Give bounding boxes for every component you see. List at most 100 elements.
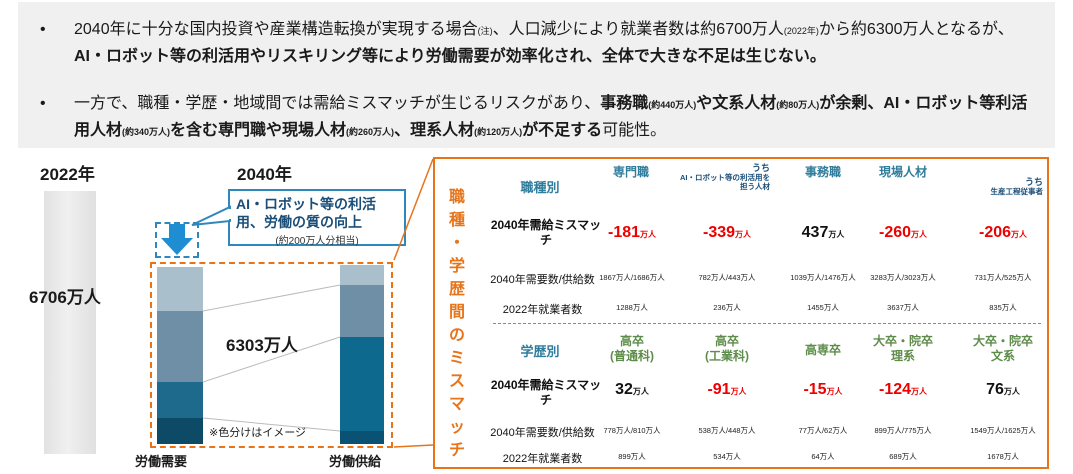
panel-vertical-title: 職種・学歴間のミスマッチ [448, 189, 465, 459]
bold-segment: 事務職 [600, 95, 649, 112]
col-header-prefix: うち [1024, 177, 1043, 187]
mismatch-unit: 万人 [640, 230, 657, 239]
note-segment: (2022年) [783, 26, 819, 36]
demand-supply-dashed-box [150, 262, 393, 448]
mismatch-unit: 万人 [632, 387, 649, 396]
edu-col-header: 高卒 (普通科) [584, 334, 680, 364]
text-segment: 可能性。 [602, 122, 667, 139]
occ-row-employed-label: 2022年就業者数 [502, 304, 583, 316]
supply-value: 731万人/525万人 [974, 273, 1032, 282]
supply-segment-3 [340, 337, 384, 431]
col-header-clerical: 事務職 [804, 165, 841, 179]
mismatch-number: 32 [615, 381, 633, 398]
supply-value: 778万人/810万人 [603, 426, 661, 435]
col-header-field: 現場人材 [878, 165, 927, 179]
mismatch-number: -206 [978, 224, 1012, 241]
mismatch-number: -181 [607, 224, 641, 241]
demand-axis-label: 労働需要 [135, 454, 188, 469]
education-header: 学歴別 [520, 344, 560, 359]
mismatch-value: -206万人 [955, 224, 1051, 242]
supply-value: 1549万人/1625万人 [970, 426, 1036, 435]
efficiency-callout: AI・ロボット等の利活用、労働の質の向上 (約200万人分相当) [228, 189, 406, 247]
supply-value: 899万人/775万人 [874, 426, 932, 435]
edu-col-header: 大卒・院卒 理系 [855, 334, 951, 364]
mismatch-value: -91万人 [679, 381, 775, 399]
supply-value: 1039万人/1476万人 [790, 273, 856, 282]
demand-segment-2 [157, 311, 203, 382]
occupation-header: 職種別 [520, 180, 560, 195]
summary-box: • 2040年に十分な国内投資や産業構造転換が実現する場合(注)、人口減少により… [18, 2, 1055, 148]
text-segment: 2040年に十分な国内投資や産業構造転換が実現する場合 [74, 21, 478, 38]
bullet-marker: • [40, 95, 46, 112]
edu-row-supply-label: 2040年需要数/供給数 [490, 427, 595, 439]
occ-row-supply-label: 2040年需要数/供給数 [490, 274, 595, 286]
mismatch-value: -124万人 [855, 381, 951, 399]
note-segment: (約260万人) [346, 127, 395, 137]
text-segment: から約6300万人となるが、 [818, 21, 1014, 38]
note-segment: (約80万人) [776, 100, 820, 110]
employed-value: 1288万人 [616, 303, 648, 312]
edu-col-header-line: (工業科) [705, 349, 749, 363]
mismatch-value: 76万人 [955, 381, 1051, 399]
col-header-production: うち 生産工程従事者 [955, 177, 1044, 197]
employed-value: 689万人 [889, 452, 917, 461]
callout-title: AI・ロボット等の利活用、労働の質の向上 [236, 196, 376, 230]
bold-segment: 、理系人材 [394, 122, 475, 139]
mismatch-unit: 万人 [828, 230, 845, 239]
color-note: ※色分けはイメージ [209, 427, 306, 439]
panel-connector [393, 158, 434, 448]
col-header-prefix: うち [751, 163, 770, 173]
col-header-sub: AI・ロボット等の利活用を担う人材 [680, 173, 770, 191]
mismatch-panel [433, 157, 1049, 469]
mismatch-unit: 万人 [911, 230, 928, 239]
employed-value: 64万人 [811, 452, 835, 461]
edu-col-header-line: (普通科) [610, 349, 654, 363]
col-header-ai-talent: うち AI・ロボット等の利活用を担う人材 [680, 163, 770, 192]
connector-lines [203, 284, 341, 432]
supply-value: 3283万人/3023万人 [870, 273, 936, 282]
demand-segment-4 [157, 418, 203, 444]
mismatch-number: -124 [878, 381, 912, 398]
efficiency-dashed-box [155, 222, 199, 258]
bold-segment: が余剰、 [819, 95, 884, 112]
employed-value: 1455万人 [807, 303, 839, 312]
bold-segment: が不足する [522, 122, 603, 139]
mismatch-number: 437 [801, 224, 829, 241]
demand-segment-1 [157, 267, 203, 311]
mismatch-unit: 万人 [1003, 387, 1020, 396]
note-segment: (約340万人) [122, 127, 171, 137]
text-segment: 、人口減少により就業者数は約6700万人 [492, 21, 784, 38]
year-2040-label: 2040年 [237, 165, 292, 184]
edu-row-mismatch-label: 2040年需給ミスマッチ [490, 378, 602, 407]
mismatch-value: -15万人 [775, 381, 871, 399]
mismatch-unit: 万人 [1011, 230, 1028, 239]
mismatch-unit: 万人 [826, 387, 843, 396]
employed-value: 835万人 [989, 303, 1017, 312]
edu-col-header-line: 大卒・院卒 [872, 334, 933, 348]
edu-col-header-line: 大卒・院卒 [972, 334, 1033, 348]
mismatch-number: -339 [702, 224, 736, 241]
demand-segment-3 [157, 382, 203, 418]
total-2040-label: 6303万人 [226, 336, 298, 355]
bullet-text: 2040年に十分な国内投資や産業構造転換が実現する場合(注)、人口減少により就業… [74, 17, 1034, 69]
supply-segment-2 [340, 285, 384, 337]
edu-row-employed-label: 2022年就業者数 [502, 453, 583, 465]
mismatch-value: -181万人 [584, 224, 680, 242]
mismatch-value: -260万人 [855, 224, 951, 242]
employed-value: 534万人 [713, 452, 741, 461]
bullet-text: 一方で、職種・学歴・地域間では需給ミスマッチが生じるリスクがあり、事務職(約44… [74, 91, 1034, 145]
year-2022-label: 2022年 [40, 165, 95, 184]
section-divider [493, 323, 1041, 324]
mismatch-unit: 万人 [911, 387, 928, 396]
mismatch-number: -260 [878, 224, 912, 241]
bold-segment: AI・ロボット等の利活用やリスキリング等により労働需要が効率化され、全体で大きな… [74, 48, 826, 65]
note-segment: (約120万人) [474, 127, 523, 137]
mismatch-value: -339万人 [679, 224, 775, 242]
occ-row-mismatch-label: 2040年需給ミスマッチ [490, 218, 602, 247]
edu-col-header-line: 高卒 [714, 334, 739, 348]
employed-value: 899万人 [618, 452, 646, 461]
mismatch-number: -15 [803, 381, 827, 398]
callout-subtitle: (約200万人分相当) [275, 236, 359, 247]
note-segment: (約440万人) [648, 100, 697, 110]
mismatch-value: 437万人 [775, 224, 871, 242]
